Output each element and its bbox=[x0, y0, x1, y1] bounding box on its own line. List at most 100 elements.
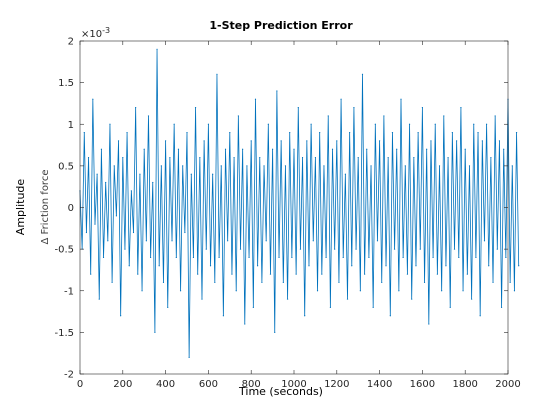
data-point bbox=[374, 123, 376, 125]
data-point bbox=[209, 265, 212, 267]
data-point bbox=[100, 148, 102, 150]
data-point bbox=[509, 281, 511, 284]
data-point bbox=[402, 256, 404, 259]
data-point bbox=[415, 265, 417, 267]
data-point bbox=[503, 148, 505, 150]
y-exponent-power: -3 bbox=[102, 26, 110, 35]
x-tick-label: 0 bbox=[77, 379, 83, 390]
data-point bbox=[212, 173, 214, 175]
data-point bbox=[383, 115, 385, 117]
x-tick-label: 1800 bbox=[452, 379, 477, 390]
data-point bbox=[496, 248, 498, 250]
data-point bbox=[434, 123, 436, 125]
data-point bbox=[152, 181, 154, 184]
data-point bbox=[413, 156, 415, 159]
data-point bbox=[267, 123, 269, 125]
data-point bbox=[197, 273, 199, 275]
series-line bbox=[79, 48, 520, 358]
data-point bbox=[490, 156, 492, 159]
data-point bbox=[458, 256, 460, 259]
data-point bbox=[128, 265, 130, 267]
data-point bbox=[466, 273, 468, 275]
data-point bbox=[518, 265, 520, 267]
data-point bbox=[481, 140, 483, 142]
data-point bbox=[393, 248, 396, 250]
data-point bbox=[216, 73, 218, 75]
data-point bbox=[235, 290, 237, 292]
data-point bbox=[411, 298, 413, 300]
y-tick-label: 0 bbox=[68, 203, 74, 214]
data-point bbox=[426, 148, 428, 150]
data-point bbox=[291, 256, 293, 259]
data-point bbox=[400, 98, 402, 100]
data-point bbox=[370, 165, 372, 167]
data-point bbox=[280, 140, 282, 142]
data-point bbox=[244, 323, 246, 325]
data-point bbox=[141, 290, 143, 292]
data-point bbox=[115, 215, 117, 217]
data-point bbox=[139, 173, 141, 175]
data-point bbox=[233, 156, 235, 159]
data-point bbox=[184, 231, 186, 234]
data-point bbox=[471, 298, 473, 300]
data-point bbox=[344, 173, 346, 175]
data-point bbox=[391, 131, 394, 134]
data-point bbox=[276, 90, 278, 92]
data-point bbox=[423, 281, 426, 284]
data-point bbox=[250, 140, 252, 142]
data-point bbox=[396, 148, 398, 150]
data-point bbox=[376, 240, 379, 242]
axes-box bbox=[79, 40, 509, 375]
y-tick-label: -1.5 bbox=[54, 328, 74, 339]
data-point bbox=[325, 256, 327, 259]
data-point bbox=[239, 248, 242, 250]
data-point bbox=[372, 306, 374, 308]
channel-label: Δ Friction force bbox=[40, 170, 51, 245]
data-point bbox=[122, 156, 124, 159]
data-point bbox=[107, 240, 109, 242]
data-point bbox=[289, 131, 291, 134]
data-point bbox=[464, 148, 466, 150]
data-point bbox=[342, 256, 344, 259]
data-point bbox=[135, 107, 137, 109]
data-point bbox=[284, 165, 287, 167]
data-point bbox=[327, 115, 329, 117]
data-point bbox=[419, 248, 421, 250]
data-point bbox=[98, 298, 100, 300]
data-point bbox=[150, 256, 152, 259]
data-point bbox=[205, 248, 207, 250]
data-point bbox=[306, 140, 308, 142]
data-point bbox=[366, 148, 368, 150]
data-point bbox=[331, 148, 334, 150]
data-point bbox=[190, 173, 192, 175]
data-point bbox=[109, 123, 111, 125]
data-point bbox=[257, 265, 259, 267]
data-point bbox=[368, 256, 370, 259]
axes-background bbox=[80, 41, 508, 374]
data-point bbox=[130, 190, 132, 192]
data-point bbox=[220, 165, 222, 167]
data-point bbox=[441, 290, 443, 292]
x-tick-label: 600 bbox=[199, 379, 218, 390]
data-point bbox=[336, 140, 338, 142]
x-tick-label: 1400 bbox=[367, 379, 392, 390]
data-point bbox=[385, 265, 387, 267]
data-point bbox=[231, 273, 233, 275]
data-point bbox=[248, 256, 250, 259]
data-point bbox=[319, 131, 321, 134]
data-point bbox=[177, 148, 180, 150]
data-point bbox=[483, 240, 486, 242]
data-point bbox=[479, 315, 481, 317]
data-point bbox=[417, 131, 419, 134]
data-point bbox=[207, 123, 209, 125]
data-point bbox=[120, 315, 122, 317]
data-point bbox=[87, 156, 90, 159]
data-point bbox=[173, 123, 175, 125]
data-point bbox=[421, 107, 423, 109]
x-tick-label: 800 bbox=[242, 379, 261, 390]
y-tick-label: -0.5 bbox=[54, 245, 74, 256]
data-point bbox=[321, 273, 323, 275]
data-point bbox=[194, 107, 197, 109]
data-point bbox=[505, 256, 507, 259]
